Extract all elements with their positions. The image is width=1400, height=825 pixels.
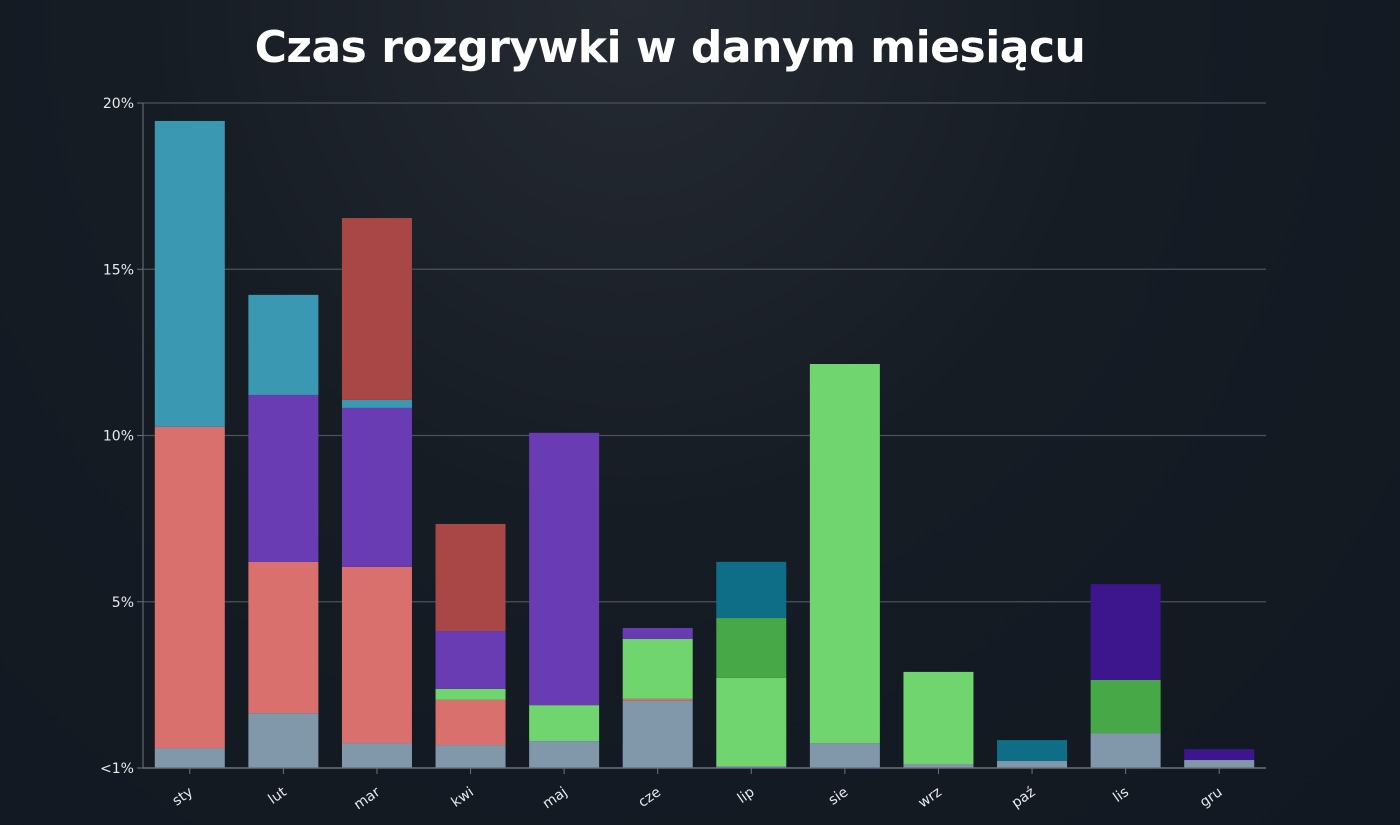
bar-segment xyxy=(341,566,412,744)
bar-segment xyxy=(435,523,506,632)
bar-stack-lut xyxy=(248,294,319,768)
bar-segment xyxy=(435,699,506,746)
x-tick-label: paź xyxy=(1009,784,1039,811)
bar-segment xyxy=(903,671,974,765)
bar-stack-kwi xyxy=(435,523,506,768)
bar-segment xyxy=(154,748,225,768)
bar-segment xyxy=(716,766,787,768)
bar-stack-cze xyxy=(622,628,693,768)
bar-segment xyxy=(154,120,225,427)
bar-segment xyxy=(341,218,412,400)
bar-segment xyxy=(341,407,412,567)
x-tick-label: kwi xyxy=(448,784,476,811)
bar-segment xyxy=(1184,749,1255,761)
gridlines xyxy=(143,102,1266,603)
bar-segment xyxy=(435,745,506,768)
bar-segment xyxy=(341,743,412,768)
bar-segment xyxy=(622,698,693,701)
bars xyxy=(154,120,1255,768)
bar-stack-gru xyxy=(1184,749,1255,768)
y-tick-label: 15% xyxy=(103,262,134,278)
x-tick-label: sie xyxy=(826,784,851,808)
x-tick-label: lis xyxy=(1110,784,1132,806)
bar-stack-maj xyxy=(529,432,600,768)
bar-segment xyxy=(809,364,880,744)
bar-stack-lip xyxy=(716,561,787,768)
bar-segment xyxy=(809,743,880,768)
chart-title: Czas rozgrywki w danym miesiącu xyxy=(254,22,1086,73)
bar-segment xyxy=(341,399,412,408)
bar-stack-lis xyxy=(1090,584,1161,768)
bar-segment xyxy=(435,688,506,700)
bar-segment xyxy=(529,432,600,706)
bar-segment xyxy=(248,294,319,395)
bar-segment xyxy=(248,713,319,768)
y-tick-label: 10% xyxy=(103,429,134,445)
bar-segment xyxy=(622,638,693,699)
bar-segment xyxy=(529,741,600,768)
bar-segment xyxy=(529,705,600,742)
y-tick-label: 20% xyxy=(103,96,134,112)
bar-segment xyxy=(716,561,787,619)
x-tick-label: lut xyxy=(266,784,291,808)
bar-stack-paź xyxy=(997,740,1068,768)
x-tick-label: cze xyxy=(635,784,664,811)
bar-segment xyxy=(622,700,693,768)
bar-stack-wrz xyxy=(903,671,974,768)
x-tick-label: lip xyxy=(735,784,758,807)
bar-segment xyxy=(154,426,225,749)
bar-segment xyxy=(622,628,693,639)
bar-stack-sty xyxy=(154,120,225,768)
bar-segment xyxy=(716,677,787,767)
x-tick-label: mar xyxy=(351,784,383,813)
bar-segment xyxy=(248,561,319,714)
x-tick-label: wrz xyxy=(915,784,944,811)
bar-segment xyxy=(1090,733,1161,768)
bar-stack-sie xyxy=(809,364,880,768)
y-tick-label: 5% xyxy=(112,595,134,611)
bar-stack-mar xyxy=(341,218,412,768)
x-tick-label: gru xyxy=(1197,784,1225,811)
bar-segment xyxy=(1184,760,1255,768)
bar-segment xyxy=(248,394,319,562)
bar-segment xyxy=(1090,584,1161,680)
x-tick-label: sty xyxy=(170,784,196,809)
bar-segment xyxy=(997,740,1068,762)
y-tick-label: <1% xyxy=(100,761,134,777)
x-tick-label: maj xyxy=(540,784,571,812)
bar-segment xyxy=(903,764,974,768)
bar-segment xyxy=(716,618,787,678)
bar-segment xyxy=(1090,679,1161,734)
bar-segment xyxy=(997,761,1068,768)
bar-segment xyxy=(435,631,506,689)
